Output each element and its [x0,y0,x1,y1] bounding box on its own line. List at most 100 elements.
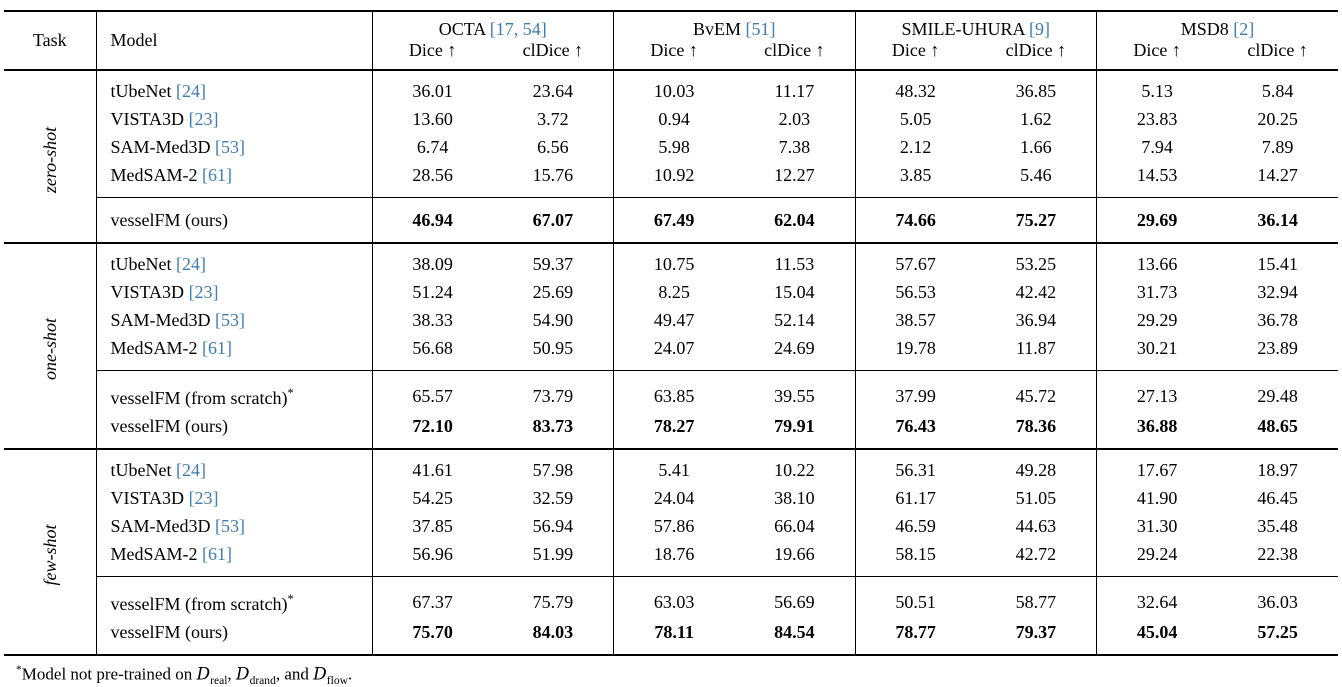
metric-value: 56.68 [412,338,453,358]
metric-value: 36.94 [975,306,1097,334]
metric-value: 45.04 [1136,622,1178,642]
metric-value: 5.46 [975,161,1097,198]
metric-value: 41.61 [372,448,493,484]
metric-value: 18.76 [653,544,695,564]
math-dataset-subscript: drand [249,674,276,687]
metric-value: 11.53 [734,242,856,278]
model-name-cell: VISTA3D [23] [96,484,373,512]
metric-value: 36.88 [1136,416,1178,436]
table-row: SAM-Med3D [53] 6.74 6.56 5.98 7.38 2.12 1.66 7.… [4,133,1338,161]
metric-value: 1.62 [975,105,1097,133]
model-name-cell: VISTA3D [23] [96,278,373,306]
task-column-header: Task [4,11,97,70]
dataset-header: MSD8 [2] [1097,11,1339,40]
metric-value: 67.49 [613,197,735,243]
task-label: one-shot [39,318,60,380]
citation: [53] [215,137,246,157]
dataset-name: OCTA [438,19,486,39]
table-row: zero-shot tUbeNet [24] 36.01 23.64 10.03 11.1… [4,69,1338,243]
metric-header: Dice ↑ [891,40,940,60]
metric-value: 50.51 [855,576,976,618]
model-name: vesselFM (ours) [110,622,229,642]
metric-value: 79.37 [975,618,1097,655]
metric-value: 10.03 [613,69,735,105]
metric-value: 84.54 [734,618,856,655]
metric-value: 29.69 [1096,197,1218,243]
metric-value: 75.79 [492,576,614,618]
metric-value: 76.43 [895,416,936,436]
metric-value: 10.75 [613,242,735,278]
metric-value: 20.25 [1257,109,1298,129]
math-dataset-symbol: D [196,664,211,685]
metric-value: 13.66 [1096,242,1218,278]
metric-value: 23.83 [1136,109,1178,129]
metric-value: 48.65 [1257,416,1298,436]
metric-value: 29.29 [1136,310,1178,330]
citation: [51] [745,19,776,39]
metric-value: 48.32 [855,69,976,105]
dataset-header: SMILE-UHURA [9] [855,11,1097,40]
model-name: MedSAM-2 [110,338,198,358]
model-name-cell: VISTA3D [23] [96,105,373,133]
model-name: vesselFM (ours) [110,416,229,436]
metric-value: 38.57 [895,310,936,330]
metric-value: 29.48 [1217,370,1338,412]
model-name: tUbeNet [110,460,172,480]
metric-value: 5.05 [899,109,932,129]
metric-value: 3.72 [492,105,614,133]
metric-value: 38.09 [372,242,493,278]
model-name: SAM-Med3D [110,516,211,536]
metric-value: 32.64 [1096,576,1218,618]
table-row: MedSAM-2 [61] 56.68 50.95 24.07 24.69 19.78 11… [4,334,1338,371]
table-body: zero-shot tUbeNet [24] 36.01 23.64 10.03 11.1… [4,69,1338,655]
citation: [53] [215,310,246,330]
metric-value: 7.38 [734,133,856,161]
task-label-cell: zero-shot [4,69,97,243]
footnote-marker: * [287,592,294,606]
metric-value: 24.69 [734,334,856,371]
metric-value: 74.66 [855,197,976,243]
metric-value: 78.77 [895,622,936,642]
table-row: VISTA3D [23] 51.24 25.69 8.25 15.04 56.53 42.4… [4,278,1338,306]
model-name-cell: vesselFM (ours) [96,412,373,449]
task-label: few-shot [39,524,60,586]
metric-value: 14.53 [1136,165,1178,185]
metric-value: 63.03 [613,576,735,618]
table-row: vesselFM (from scratch)* 65.57 73.79 63.85 3… [4,370,1338,412]
metric-value: 42.72 [975,540,1097,577]
metric-value: 57.98 [492,448,614,484]
metric-value: 50.95 [492,334,614,371]
table-row: few-shot tUbeNet [24] 41.61 57.98 5.41 10.22 5… [4,448,1338,655]
table-row: SAM-Med3D [53] 37.85 56.94 57.86 66.04 46.59 4… [4,512,1338,540]
metric-value: 58.15 [895,544,936,564]
dataset-header: OCTA [17, 54] [372,11,614,40]
math-dataset-subscript: real [210,674,228,687]
citation: [2] [1233,19,1255,39]
citation: [53] [215,516,246,536]
metric-value: 7.94 [1141,137,1173,157]
metric-value: 51.99 [492,540,614,577]
model-name-cell: vesselFM (ours) [96,618,373,655]
metric-value: 6.74 [416,137,449,157]
model-name: SAM-Med3D [110,137,211,157]
metric-value: 31.30 [1136,516,1178,536]
table-row: one-shot tUbeNet [24] 38.09 59.37 10.75 11.53… [4,242,1338,449]
metric-value: 11.17 [734,69,856,105]
model-name-cell: tUbeNet [24] [96,448,373,484]
metric-value: 7.89 [1261,137,1294,157]
metric-value: 54.90 [492,306,614,334]
metric-value: 15.04 [734,278,856,306]
table-footnote: *Model not pre-trained on Dreal, Ddrand,… [4,663,1338,687]
model-name: VISTA3D [110,109,185,129]
metric-value: 51.24 [412,282,453,302]
dataset-header-row: Task Model OCTA [17, 54] BvEM [51] SMILE-U… [4,11,1339,70]
metric-value: 15.41 [1217,242,1338,278]
metric-value: 53.25 [975,242,1097,278]
model-name-cell: vesselFM (from scratch)* [96,370,373,412]
model-name-cell: tUbeNet [24] [96,242,373,278]
metric-value: 10.22 [734,448,856,484]
metric-value: 49.28 [975,448,1097,484]
math-dataset-symbol: D [235,664,250,685]
footnote-text: . [347,664,353,684]
model-name-cell: MedSAM-2 [61] [96,161,373,198]
